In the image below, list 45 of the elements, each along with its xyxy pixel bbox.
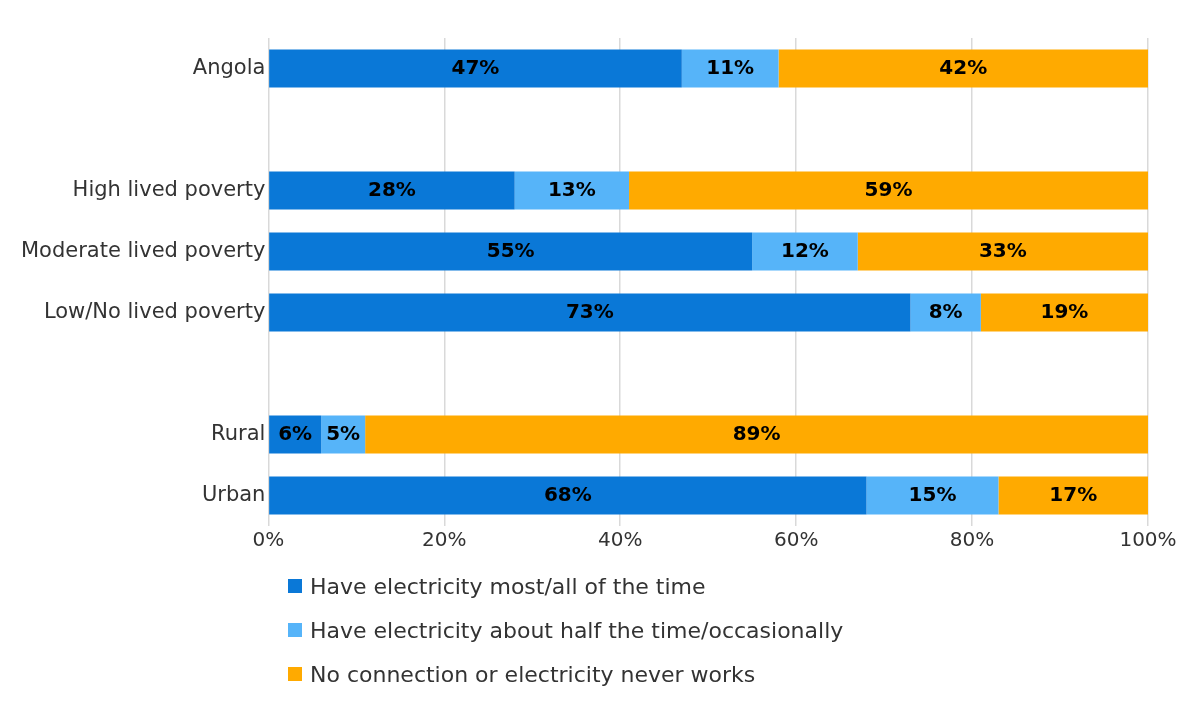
legend-label: Have electricity most/all of the time [310,573,706,599]
data-label: 28% [367,176,416,201]
bar [269,232,753,271]
y-tick-label: High lived poverty [72,176,266,201]
bar [269,476,867,515]
y-tick-label: Urban [201,481,266,506]
data-label: 13% [547,176,596,201]
data-label: 89% [732,420,781,445]
bar [980,293,1148,332]
data-label: 11% [706,54,755,79]
data-label: 55% [486,237,535,262]
data-label: 15% [908,481,957,506]
bar [998,476,1148,515]
bar [269,293,911,332]
data-label: 33% [978,237,1027,262]
bar [778,49,1148,88]
data-label: 19% [1040,298,1089,323]
data-label: 5% [326,420,361,445]
bar [269,171,515,210]
legend-label: No connection or electricity never works [310,661,756,687]
x-tick-label: 80% [949,527,995,552]
data-label: 59% [864,176,913,201]
legend-label: Have electricity about half the time/occasionally [310,617,844,643]
x-tick-label: 60% [773,527,819,552]
data-label: 42% [939,54,988,79]
data-label: 8% [928,298,963,323]
x-tick-label: 20% [422,527,467,552]
bar [269,49,682,88]
y-tick-label: Low/No lived poverty [43,298,266,323]
data-label: 6% [278,420,313,445]
x-tick-label: 100% [1119,527,1177,552]
data-label: 12% [781,237,829,262]
y-tick-label: Rural [211,420,266,445]
bar [629,171,1148,210]
data-label: 47% [451,54,500,79]
data-label: 68% [543,481,592,506]
y-tick-label: Angola [192,54,266,79]
data-label: 17% [1049,481,1098,506]
bar [866,476,999,515]
x-tick-label: 40% [598,527,643,552]
y-tick-label: Moderate lived poverty [20,237,266,262]
x-tick-label: 0% [252,527,285,552]
bar [857,232,1148,271]
bar [365,415,1148,454]
data-label: 73% [565,298,614,323]
